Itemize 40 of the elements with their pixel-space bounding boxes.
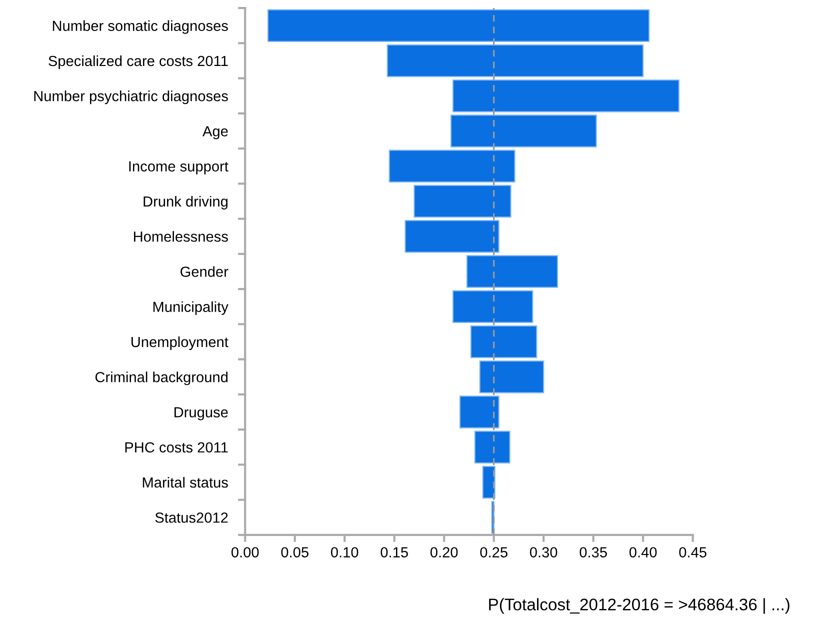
x-axis-title: P(Totalcost_2012-2016 = >46864.36 | ...)	[489, 598, 790, 614]
bar	[459, 396, 500, 428]
y-tick-label: Number psychiatric diagnoses	[34, 90, 228, 104]
x-tick-label: 0.00	[231, 547, 259, 558]
bar	[386, 44, 644, 78]
bar	[450, 114, 597, 148]
x-tick-label: 0.15	[380, 547, 408, 558]
y-tick-label: Druguse	[174, 407, 228, 420]
y-tick-label: Income support	[129, 161, 228, 174]
y-tick-label: Criminal background	[95, 372, 228, 386]
y-tick-label: Status2012	[155, 512, 228, 523]
y-tick-label: Drunk driving	[144, 196, 228, 210]
y-tick-label: Marital status	[142, 476, 228, 488]
bar	[474, 430, 510, 464]
x-tick-label: 0.05	[281, 547, 308, 558]
bar	[452, 290, 534, 323]
bar	[388, 150, 516, 182]
y-tick-label: Specialized care costs 2011	[48, 55, 228, 70]
x-tick-label: 0.25	[480, 547, 508, 558]
bar	[466, 255, 558, 288]
x-tick-label: 0.20	[430, 547, 458, 558]
y-tick-label: PHC costs 2011	[125, 442, 228, 453]
bar	[267, 9, 650, 42]
y-tick-label: Municipality	[153, 301, 228, 315]
bar	[479, 360, 544, 394]
x-tick-label: 0.35	[580, 547, 607, 558]
bar	[470, 325, 538, 358]
bar	[404, 220, 500, 253]
y-tick-label: Homelessness	[134, 231, 228, 242]
y-tick-label: Gender	[180, 266, 228, 277]
bar	[414, 184, 512, 218]
y-tick-label: Number somatic diagnoses	[52, 20, 228, 34]
x-tick-label: 0.30	[530, 547, 558, 558]
y-tick-label: Age	[202, 126, 228, 140]
x-tick-label: 0.45	[679, 547, 706, 558]
x-tick-label: 0.40	[629, 547, 657, 558]
bar	[452, 79, 680, 112]
bar	[482, 466, 496, 499]
y-tick-label: Unemployment	[131, 336, 228, 350]
x-tick-label: 0.10	[330, 547, 358, 558]
